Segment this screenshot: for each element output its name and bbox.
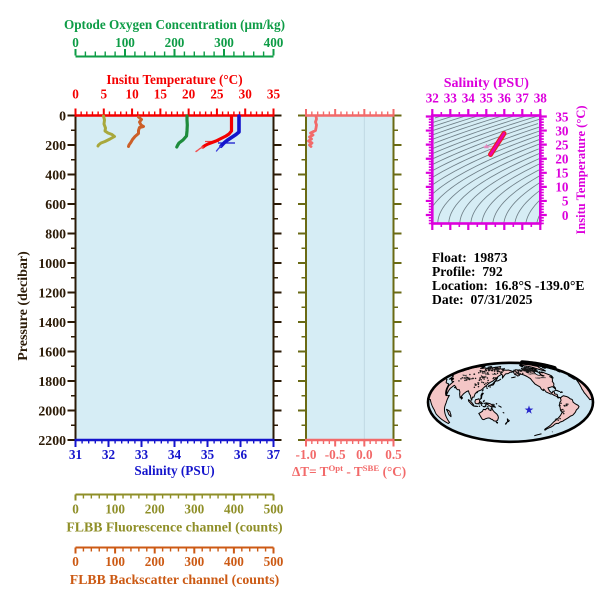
svg-text:100: 100 [115, 35, 135, 50]
svg-text:100: 100 [105, 502, 125, 517]
svg-text:300: 300 [184, 554, 204, 569]
svg-text:20: 20 [555, 152, 569, 167]
svg-text:10: 10 [555, 180, 569, 195]
svg-text:400: 400 [45, 168, 66, 183]
svg-text:-1.0: -1.0 [296, 447, 317, 462]
svg-text:400: 400 [264, 35, 284, 50]
svg-text:32: 32 [102, 447, 116, 462]
svg-text:600: 600 [45, 197, 66, 212]
svg-text:500: 500 [264, 502, 284, 517]
svg-text:30: 30 [239, 87, 253, 102]
svg-text:FLBB Backscatter channel (coun: FLBB Backscatter channel (counts) [70, 572, 279, 588]
svg-text:30: 30 [555, 123, 569, 138]
svg-text:0: 0 [72, 554, 79, 569]
svg-text:34: 34 [462, 91, 476, 106]
svg-text:37: 37 [267, 447, 281, 462]
svg-text:38: 38 [534, 91, 548, 106]
svg-text:25: 25 [555, 137, 569, 152]
svg-text:0: 0 [562, 208, 569, 223]
svg-text:0: 0 [72, 87, 79, 102]
svg-text:Pressure (decibar): Pressure (decibar) [16, 251, 31, 361]
svg-text:20: 20 [182, 87, 196, 102]
svg-text:Float: 19873: Float: 19873 [432, 250, 508, 265]
svg-text:Profile: 792: Profile: 792 [432, 264, 503, 279]
svg-text:37: 37 [516, 91, 530, 106]
svg-text:15: 15 [555, 166, 569, 181]
svg-text:33: 33 [444, 91, 458, 106]
svg-text:Insitu Temperature (°C): Insitu Temperature (°C) [106, 72, 242, 87]
svg-text:5: 5 [562, 194, 569, 209]
svg-text:200: 200 [145, 502, 165, 517]
svg-text:200: 200 [145, 554, 165, 569]
svg-text:400: 400 [224, 502, 244, 517]
svg-text:0: 0 [59, 109, 66, 124]
svg-text:-0.5: -0.5 [325, 447, 346, 462]
svg-text:0.0: 0.0 [356, 447, 373, 462]
svg-text:800: 800 [45, 227, 66, 242]
svg-text:1800: 1800 [38, 374, 66, 389]
svg-text:0.5: 0.5 [385, 447, 402, 462]
svg-text:31: 31 [69, 447, 82, 462]
svg-text:400: 400 [224, 554, 244, 569]
svg-text:1000: 1000 [38, 256, 66, 271]
svg-text:Salinity (PSU): Salinity (PSU) [134, 463, 214, 478]
svg-text:Location: 16.8°S -139.0°E: Location: 16.8°S -139.0°E [432, 278, 584, 293]
svg-text:10: 10 [125, 87, 139, 102]
svg-text:5: 5 [100, 87, 107, 102]
svg-text:2200: 2200 [38, 433, 66, 448]
svg-text:FLBB Fluorescence channel (cou: FLBB Fluorescence channel (counts) [66, 520, 282, 536]
svg-text:33: 33 [135, 447, 149, 462]
svg-text:35: 35 [555, 109, 569, 124]
svg-text:ΔT= TOpt - TSBE (°C): ΔT= TOpt - TSBE (°C) [292, 463, 406, 479]
svg-text:300: 300 [214, 35, 234, 50]
svg-text:Salinity (PSU): Salinity (PSU) [444, 76, 530, 91]
svg-text:1200: 1200 [38, 286, 66, 301]
svg-text:0: 0 [72, 35, 79, 50]
svg-text:15: 15 [154, 87, 168, 102]
svg-text:0: 0 [72, 502, 79, 517]
svg-text:Optode Oxygen Concentration (μ: Optode Oxygen Concentration (μm/kg) [64, 17, 285, 32]
svg-text:200: 200 [45, 138, 66, 153]
svg-text:25: 25 [210, 87, 224, 102]
svg-text:1600: 1600 [38, 345, 66, 360]
svg-text:2000: 2000 [38, 404, 66, 419]
svg-text:Date: 07/31/2025: Date: 07/31/2025 [432, 292, 533, 307]
svg-text:35: 35 [480, 91, 494, 106]
svg-text:35: 35 [201, 447, 215, 462]
svg-text:34: 34 [168, 447, 182, 462]
svg-text:36: 36 [234, 447, 248, 462]
svg-text:36: 36 [498, 91, 512, 106]
svg-text:32: 32 [426, 91, 440, 106]
svg-text:200: 200 [165, 35, 185, 50]
svg-text:35: 35 [267, 87, 281, 102]
svg-text:500: 500 [264, 554, 284, 569]
svg-text:1400: 1400 [38, 315, 66, 330]
svg-text:100: 100 [105, 554, 125, 569]
svg-text:300: 300 [184, 502, 204, 517]
svg-text:Insitu Temperature (°C): Insitu Temperature (°C) [574, 105, 588, 234]
